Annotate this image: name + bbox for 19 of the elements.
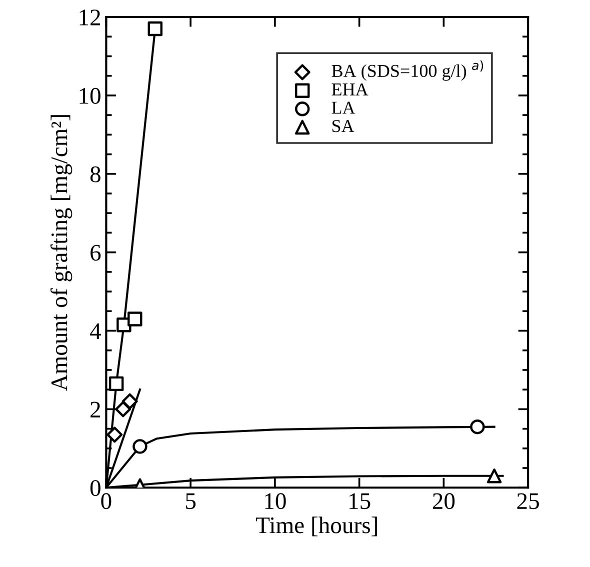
y-tick-label: 2 xyxy=(90,402,100,418)
legend-label: EHA xyxy=(332,83,368,96)
x-tick-label: 25 xyxy=(517,493,539,510)
x-tick-label: 5 xyxy=(186,493,196,510)
y-tick-label: 0 xyxy=(90,480,100,496)
legend-label: LA xyxy=(332,102,356,114)
x-axis-title: Time [hours] xyxy=(256,516,377,536)
x-tick-label: 0 xyxy=(101,493,112,510)
x-tick-label: 10 xyxy=(265,493,286,510)
y-axis-title: Amount of grafting [mg/cm²] xyxy=(50,115,72,392)
x-tick-label: 15 xyxy=(350,493,370,510)
y-tick-label: 6 xyxy=(90,244,101,261)
legend-label: SA xyxy=(332,120,354,132)
x-tick-label: 20 xyxy=(432,493,455,510)
legend-label: BA (SDS=100 g/l) $^{a)}$ xyxy=(332,60,484,81)
y-tick-label: 10 xyxy=(80,88,100,104)
y-tick-label: 4 xyxy=(90,323,101,339)
y-tick-label: 8 xyxy=(90,166,100,182)
y-tick-label: 12 xyxy=(80,10,100,26)
